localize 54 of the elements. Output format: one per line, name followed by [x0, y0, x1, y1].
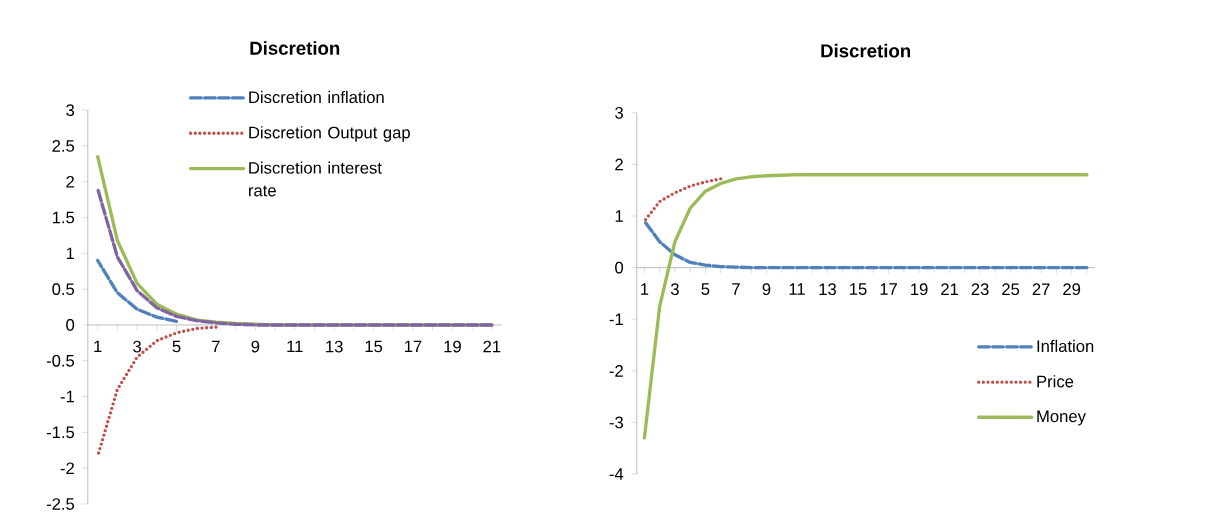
legend-label: Price	[1037, 375, 1074, 388]
x-tick-label: 19	[444, 340, 461, 353]
x-tick-label: 17	[405, 340, 422, 352]
y-tick-label: -4	[609, 468, 624, 480]
y-tick-label: 1	[615, 210, 623, 222]
legend-label: Discretion inflation	[249, 90, 384, 103]
y-tick-label: 0	[66, 318, 75, 331]
x-tick-label: 15	[365, 340, 383, 353]
x-tick-label: 9	[251, 340, 260, 353]
legend-label: Discretion interest rate	[249, 161, 382, 197]
x-tick-label: 1	[641, 283, 649, 295]
x-tick-label: 13	[326, 340, 343, 353]
x-tick-label: 27	[1032, 283, 1050, 295]
x-tick-label: 3	[670, 283, 679, 295]
y-tick-label: 3	[615, 106, 623, 119]
x-tick-label: 11	[789, 283, 805, 295]
y-tick-label: -1	[609, 313, 623, 325]
y-tick-label: 1	[66, 247, 74, 259]
y-tick-label: -2	[609, 364, 623, 377]
y-tick-label: 2	[615, 158, 623, 171]
x-tick-label: 7	[732, 283, 740, 295]
y-tick-label: 0	[615, 261, 624, 274]
chart-title: Discretion	[821, 43, 911, 58]
x-tick-label: 21	[941, 283, 958, 295]
x-tick-label: 23	[971, 283, 989, 295]
y-tick-label: 2	[66, 175, 74, 188]
x-tick-label: 15	[850, 283, 867, 295]
chart-title: Discretion	[250, 41, 340, 55]
x-tick-label: 5	[172, 340, 181, 353]
x-tick-label: 19	[911, 283, 928, 295]
x-tick-label: 9	[762, 283, 771, 295]
x-tick-label: 5	[701, 283, 710, 295]
x-tick-label: 11	[287, 340, 303, 352]
x-tick-label: 29	[1063, 283, 1081, 295]
x-tick-label: 1	[94, 340, 102, 352]
y-tick-label: -3	[609, 416, 623, 429]
x-tick-label: 17	[880, 283, 897, 295]
y-tick-label: 2.5	[52, 139, 75, 152]
y-tick-label: 1.5	[52, 211, 75, 224]
legend-label: Discretion Output gap	[249, 126, 410, 142]
y-tick-label: -0.5	[46, 354, 75, 367]
y-tick-label: -2	[60, 462, 74, 474]
y-tick-label: -2.5	[46, 497, 75, 510]
y-tick-label: 0.5	[52, 283, 75, 295]
legend-label: Money	[1037, 410, 1086, 426]
x-tick-label: 25	[1002, 283, 1020, 295]
y-tick-label: -1	[60, 390, 74, 403]
x-tick-label: 7	[212, 340, 220, 352]
x-tick-label: 3	[133, 340, 141, 353]
x-tick-label: 13	[819, 283, 837, 295]
y-tick-label: 3	[66, 104, 75, 116]
legend-label: Inflation	[1037, 339, 1094, 352]
x-tick-label: 21	[483, 340, 501, 353]
y-tick-label: -1.5	[46, 426, 75, 439]
